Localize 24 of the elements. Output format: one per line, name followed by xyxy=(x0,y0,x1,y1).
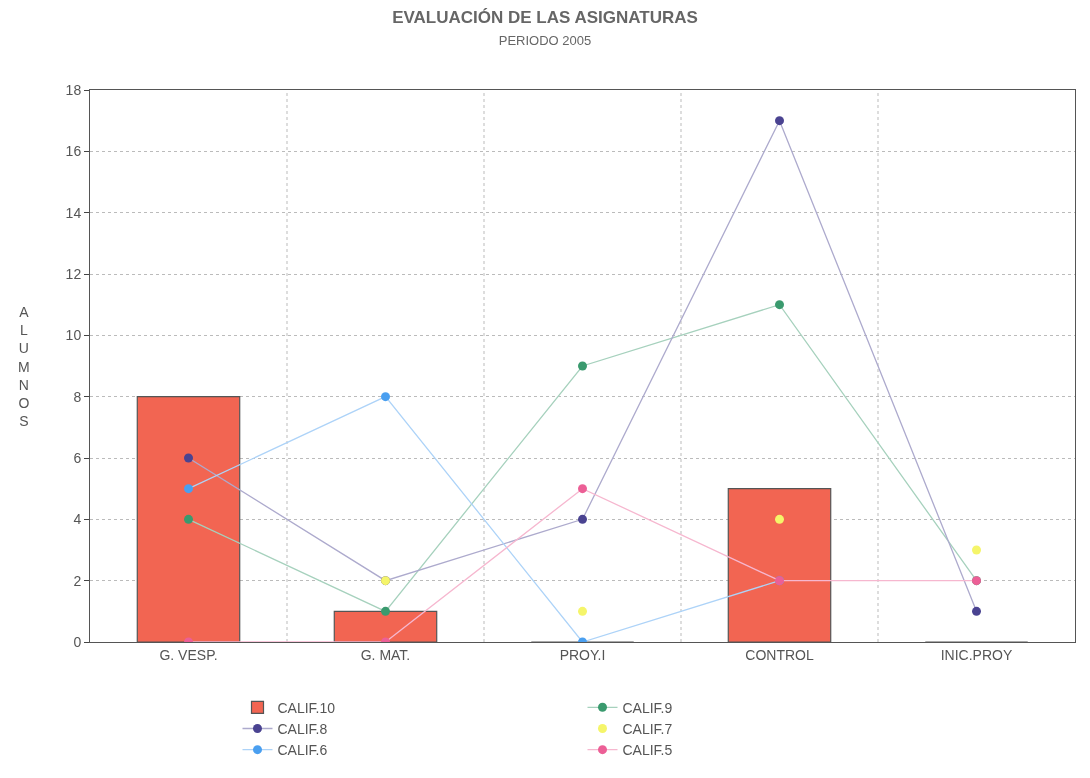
y-tick-label: 6 xyxy=(73,449,82,466)
y-axis-title: ALUMNOS xyxy=(18,304,30,430)
y-tick-label: 10 xyxy=(65,327,82,344)
legend-label: CALIF.6 xyxy=(277,742,328,759)
legend-label: CALIF.10 xyxy=(277,699,336,716)
y-tick-label: 4 xyxy=(73,511,82,528)
chart-title: EVALUACIÓN DE LAS ASIGNATURAS xyxy=(392,8,698,28)
x-tick-label: CONTROL xyxy=(745,646,814,663)
x-tick-label: INIC.PROY xyxy=(940,646,1013,663)
y-tick-label: 12 xyxy=(65,265,82,282)
y-tick-label: 16 xyxy=(65,143,82,160)
y-tick-label: 14 xyxy=(65,204,82,221)
legend-label: CALIF.9 xyxy=(622,699,673,716)
y-tick-label: 0 xyxy=(73,633,82,650)
legend-label: CALIF.8 xyxy=(277,720,328,737)
y-tick-label: 18 xyxy=(65,81,82,98)
x-tick-label: PROY.I xyxy=(559,646,606,663)
legend-label: CALIF.5 xyxy=(622,742,673,759)
chart-subtitle: PERIODO 2005 xyxy=(498,33,592,49)
x-tick-label: G. MAT. xyxy=(360,646,411,663)
y-tick-label: 2 xyxy=(73,572,82,589)
legend-label: CALIF.7 xyxy=(622,720,673,737)
x-tick-label: G. VESP. xyxy=(159,646,218,663)
y-tick-label: 8 xyxy=(73,388,82,405)
